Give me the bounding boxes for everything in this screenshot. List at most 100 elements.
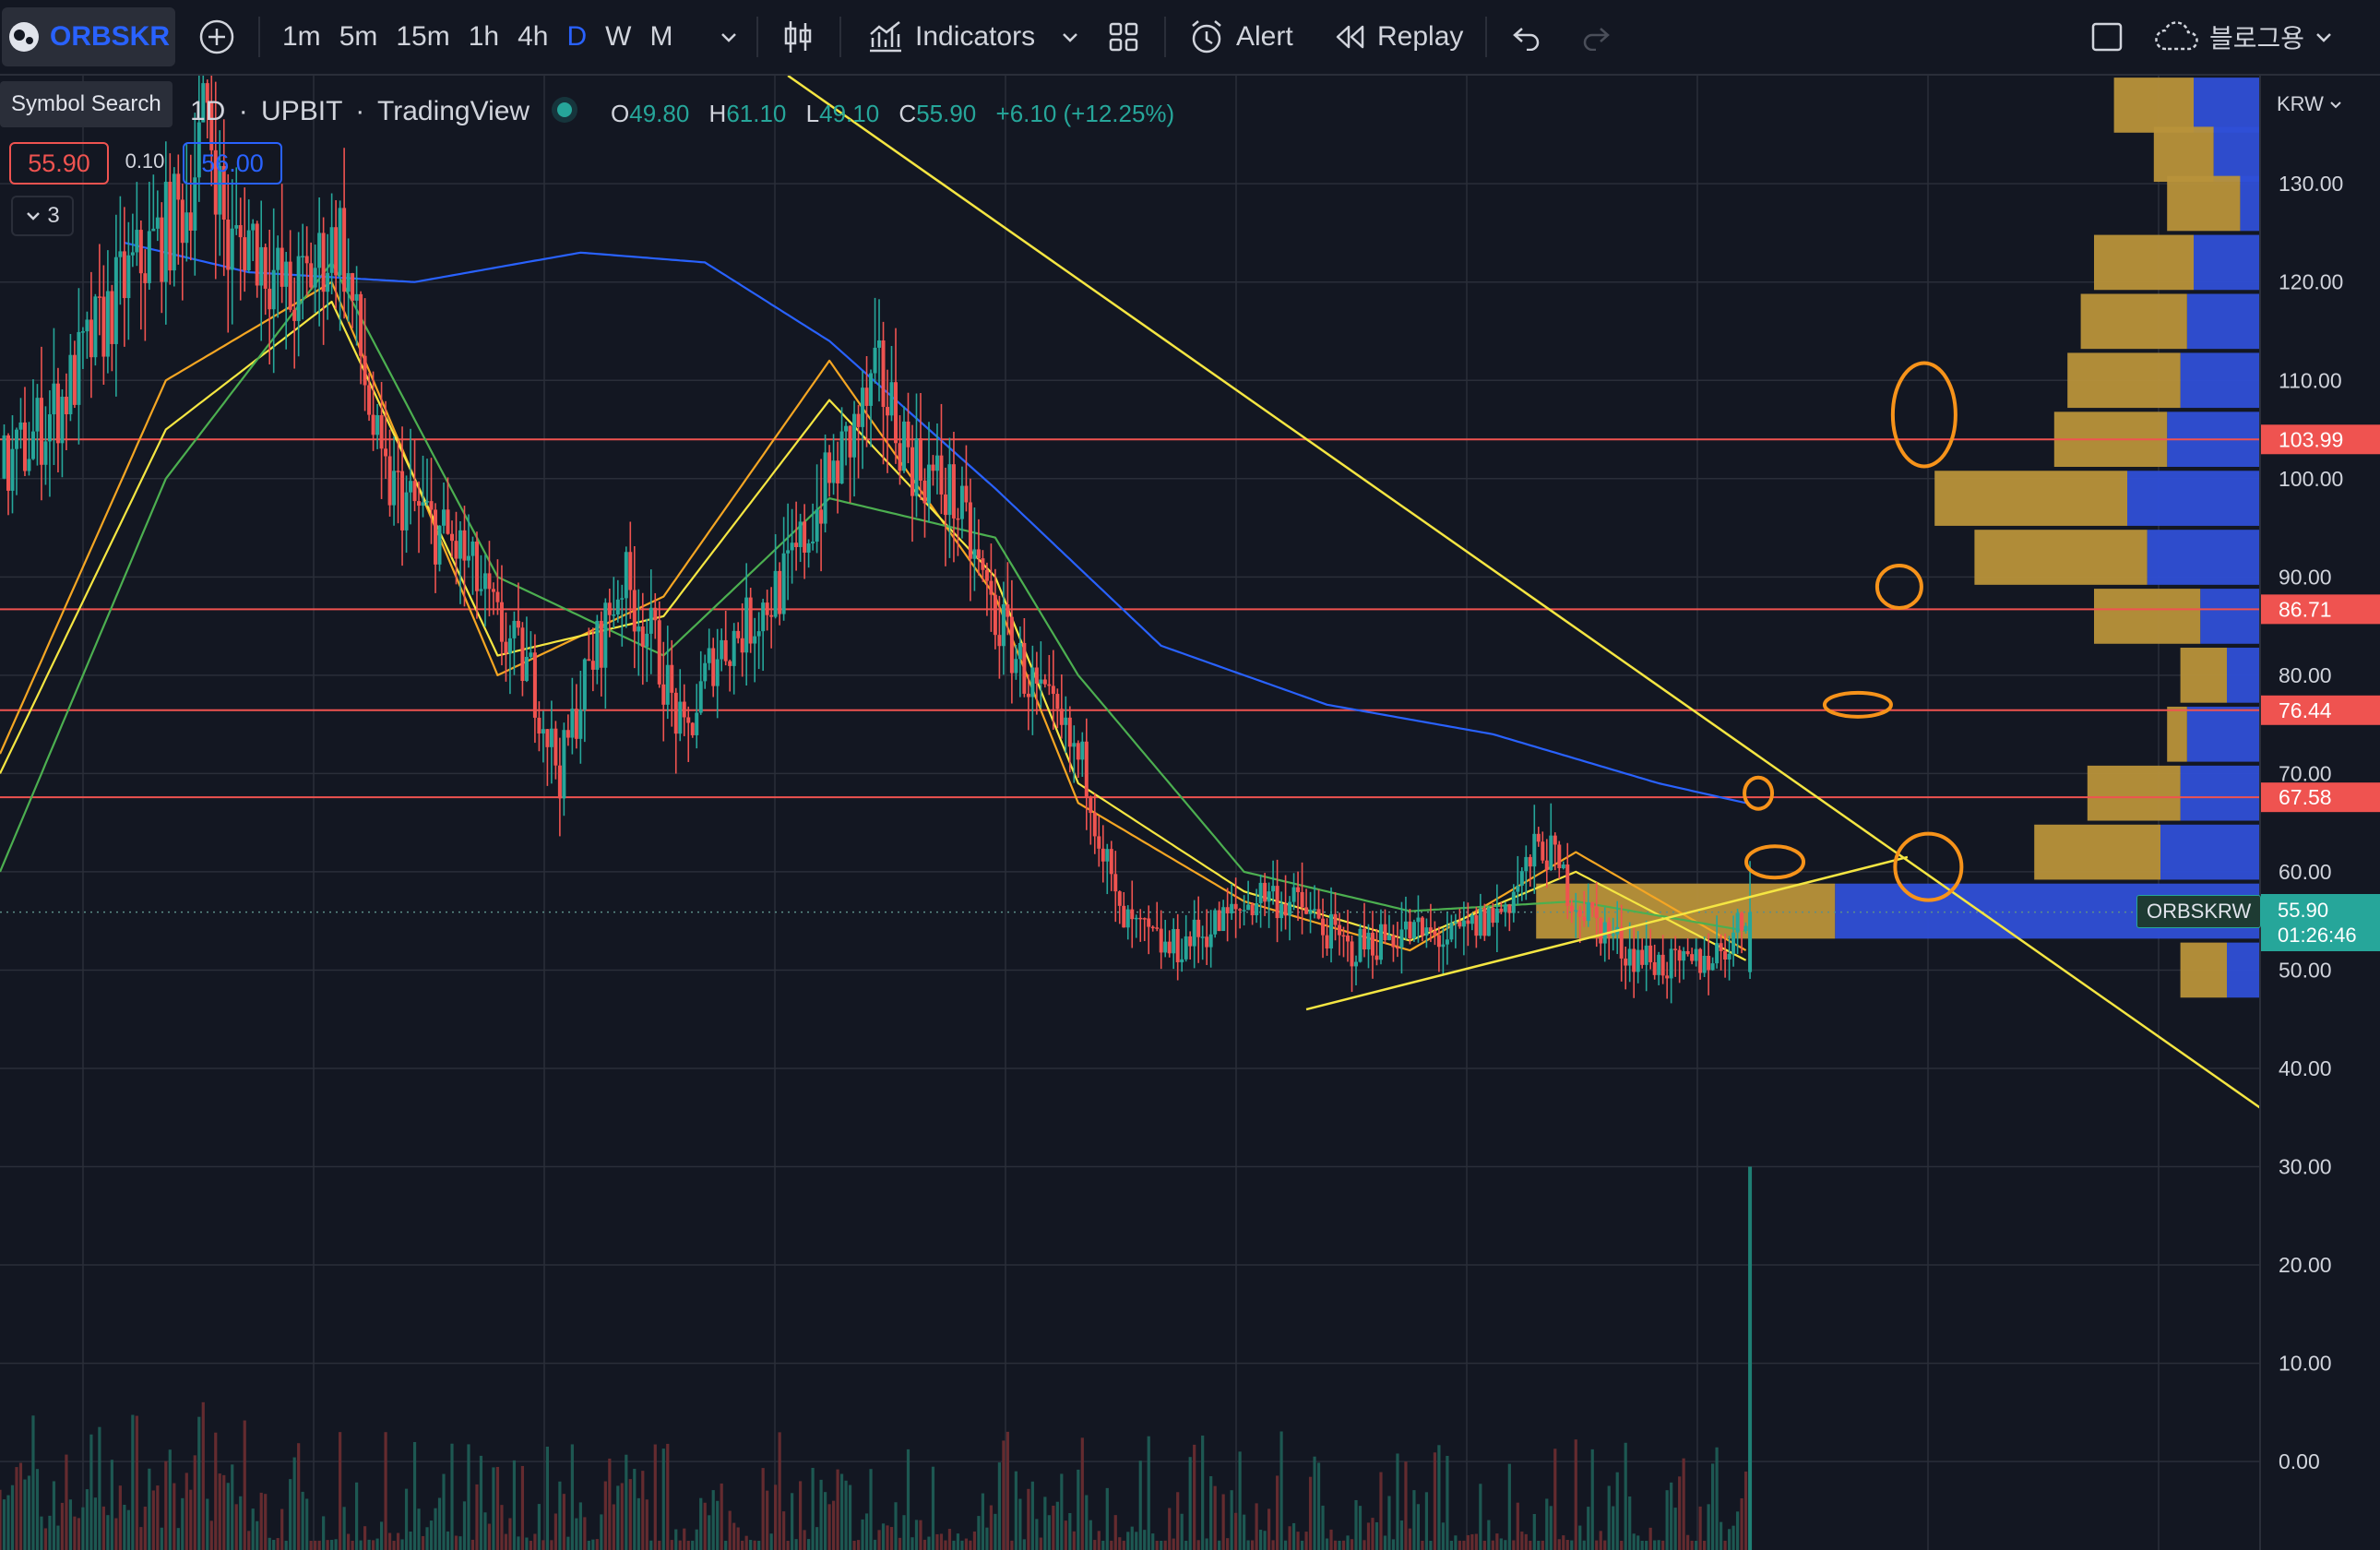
volume-bar — [575, 1518, 578, 1550]
interval-m-button[interactable]: M — [649, 21, 673, 52]
candle-body — [661, 684, 666, 705]
candle-body — [715, 659, 720, 686]
volume-bar — [1441, 1522, 1446, 1550]
volume-bar — [1105, 1487, 1109, 1550]
interval-dropdown-button[interactable] — [715, 0, 743, 74]
volume-bar — [583, 1517, 587, 1550]
volume-bar — [1055, 1501, 1059, 1550]
indicators-dropdown-button[interactable] — [1056, 0, 1084, 74]
candle-body — [126, 255, 131, 299]
currency-selector[interactable]: KRW — [2277, 92, 2342, 116]
indicators-button[interactable]: Indicators — [867, 0, 1035, 74]
volume-bar — [1479, 1484, 1482, 1550]
buy-button[interactable]: 56.00 — [183, 142, 282, 185]
volume-bar — [1391, 1539, 1396, 1550]
interval-w-button[interactable]: W — [605, 21, 632, 52]
candle-body — [628, 552, 633, 590]
alert-button[interactable]: Alert — [1188, 0, 1293, 74]
price-axis-tick-label: 30.00 — [2279, 1155, 2332, 1179]
candle-body — [77, 331, 81, 405]
volume-bar — [600, 1514, 603, 1550]
interval-5m-button[interactable]: 5m — [339, 21, 378, 52]
volume-bar — [1275, 1475, 1279, 1550]
trend-line[interactable] — [1305, 855, 1909, 1011]
redo-button[interactable] — [1577, 0, 1614, 74]
undo-button[interactable] — [1508, 0, 1545, 74]
interval-4h-button[interactable]: 4h — [518, 21, 549, 52]
layouts-button[interactable] — [1105, 0, 1142, 74]
candle-body — [454, 541, 458, 559]
indicators-collapse-button[interactable]: 3 — [11, 196, 74, 236]
price-axis-tick-label: 60.00 — [2279, 860, 2332, 884]
candle-body — [964, 485, 969, 503]
candle-body — [649, 607, 653, 634]
volume-bar — [620, 1483, 624, 1550]
square-icon — [2091, 22, 2123, 52]
candle-body — [1590, 902, 1595, 908]
close-label: C — [898, 100, 917, 127]
price-axis-tick-label: 50.00 — [2279, 958, 2332, 982]
fullscreen-button[interactable] — [2087, 0, 2127, 74]
candle-body — [1172, 928, 1176, 954]
volume-bar — [852, 1540, 856, 1550]
marked-zone-ellipse[interactable] — [1822, 690, 1893, 719]
candle-body — [1059, 709, 1064, 725]
volume-bar — [894, 1502, 898, 1550]
interval-1h-button[interactable]: 1h — [468, 21, 500, 52]
candle-body — [60, 396, 65, 444]
interval-d-button[interactable]: D — [566, 21, 588, 52]
candle-body — [943, 494, 947, 516]
candle-body — [603, 602, 608, 668]
marked-zone-ellipse[interactable] — [1743, 775, 1775, 811]
volume-bar — [1396, 1453, 1399, 1550]
candle-body — [193, 177, 197, 231]
volume-bar — [1545, 1498, 1549, 1550]
marked-zone-ellipse[interactable] — [1874, 563, 1923, 610]
interval-1m-button[interactable]: 1m — [282, 21, 321, 52]
volume-bar — [355, 1482, 359, 1550]
candle-body — [375, 415, 380, 435]
marked-zone-ellipse[interactable] — [1890, 361, 1958, 469]
symbol-button[interactable]: ORBSKR — [2, 7, 175, 66]
level-price-tag — [2261, 782, 2380, 813]
volume-bar — [479, 1455, 483, 1550]
layout-save-button[interactable]: 블로그용 — [2154, 0, 2334, 74]
volume-profile-down-bar — [2240, 175, 2260, 232]
candle-body — [1067, 717, 1072, 747]
volume-profile-up-bar — [2094, 234, 2194, 291]
candle-body — [1370, 932, 1374, 956]
volume-bar — [732, 1522, 736, 1550]
candle-body — [1329, 913, 1334, 949]
candle-body — [1378, 924, 1383, 960]
candle-body — [27, 459, 31, 471]
volume-bar — [1520, 1532, 1524, 1550]
marked-zone-ellipse[interactable] — [1893, 831, 1964, 902]
candle-body — [396, 471, 400, 472]
volume-bar — [1147, 1436, 1150, 1550]
candle-body — [653, 607, 658, 621]
candle-body — [877, 340, 882, 348]
symbol-logo-icon — [8, 22, 39, 52]
candle-body — [1710, 963, 1715, 971]
marked-zone-ellipse[interactable] — [1744, 844, 1806, 880]
chart-type-button[interactable] — [779, 0, 816, 74]
volume-bar — [1682, 1458, 1685, 1550]
candle-body — [823, 452, 827, 524]
volume-bar — [1487, 1520, 1491, 1550]
volume-bar — [641, 1471, 645, 1550]
interval-15m-button[interactable]: 15m — [396, 21, 450, 52]
sell-button[interactable]: 55.90 — [9, 142, 109, 185]
volume-bar — [1188, 1457, 1192, 1550]
candle-body — [1271, 886, 1276, 892]
candle-body — [1657, 954, 1661, 975]
compare-add-button[interactable] — [194, 0, 240, 74]
volume-bar — [56, 1525, 60, 1550]
volume-bar — [1308, 1476, 1313, 1550]
trend-line[interactable] — [787, 76, 2261, 1109]
candle-body — [321, 232, 326, 292]
volume-bar — [1462, 1540, 1466, 1550]
price-chart[interactable]: 130.00120.00110.00100.0090.0080.0070.006… — [0, 76, 2380, 1550]
replay-button[interactable]: Replay — [1333, 0, 1463, 74]
volume-bar — [384, 1432, 387, 1550]
candle-body — [284, 261, 289, 287]
